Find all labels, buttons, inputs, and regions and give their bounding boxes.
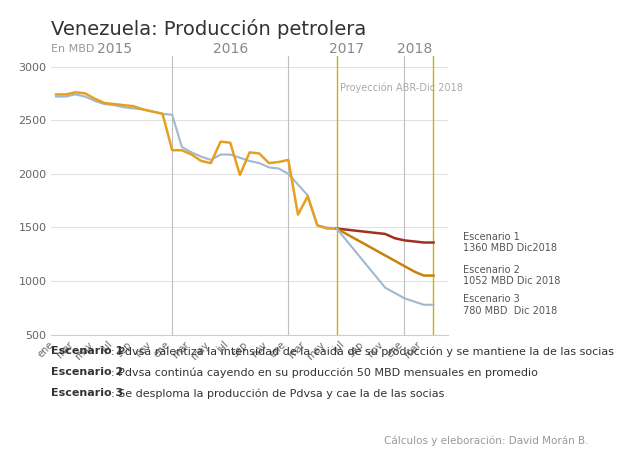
Text: 2015: 2015 — [97, 42, 132, 56]
Text: : Se desploma la producción de Pdvsa y cae la de las socias: : Se desploma la producción de Pdvsa y c… — [111, 388, 444, 399]
Text: Proyección ABR-Dic 2018: Proyección ABR-Dic 2018 — [340, 83, 463, 93]
Text: 2018: 2018 — [397, 42, 432, 56]
Text: : Pdvsa continúa cayendo en su producción 50 MBD mensuales en promedio: : Pdvsa continúa cayendo en su producció… — [111, 367, 538, 378]
Text: Escenario 3: Escenario 3 — [51, 388, 124, 399]
Text: : Pdvsa ralentiza la intensidad de la caida de su producción y se mantiene la de: : Pdvsa ralentiza la intensidad de la ca… — [111, 346, 614, 357]
Text: 2016: 2016 — [212, 42, 248, 56]
Text: Escenario 2: Escenario 2 — [51, 367, 124, 378]
Text: Escenario 1
1360 MBD Dic2018: Escenario 1 1360 MBD Dic2018 — [463, 232, 557, 253]
Text: Escenario 1: Escenario 1 — [51, 346, 124, 357]
Text: Venezuela: Producción petrolera: Venezuela: Producción petrolera — [51, 19, 367, 39]
Text: Escenario 3
780 MBD  Dic 2018: Escenario 3 780 MBD Dic 2018 — [463, 294, 557, 316]
Text: 2017: 2017 — [329, 42, 364, 56]
Text: Cálculos y eleboración: David Morán B.: Cálculos y eleboración: David Morán B. — [384, 436, 589, 446]
Text: Escenario 2
1052 MBD Dic 2018: Escenario 2 1052 MBD Dic 2018 — [463, 265, 560, 286]
Text: En MBD: En MBD — [51, 44, 95, 54]
